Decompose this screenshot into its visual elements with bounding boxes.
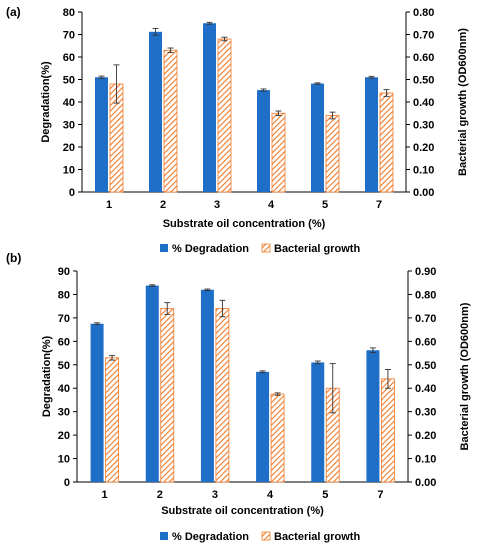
degradation-bar (149, 31, 162, 192)
panel-label: (a) (6, 5, 21, 19)
x-tick-label: 4 (268, 199, 275, 211)
y-tick-label-left: 0 (64, 477, 70, 489)
legend-label-degradation: % Degradation (172, 243, 249, 255)
legend-label-growth: Bacterial growth (274, 243, 360, 255)
y-tick-label-right: 0.50 (413, 75, 434, 87)
y-tick-label-right: 0.80 (415, 289, 436, 301)
y-tick-label-left: 70 (63, 30, 75, 42)
y-tick-label-right: 0.00 (415, 477, 436, 489)
y-tick-label-left: 50 (63, 75, 75, 87)
x-tick-label: 3 (214, 199, 220, 211)
degradation-bar (257, 90, 270, 192)
y-tick-label-left: 70 (58, 313, 70, 325)
y-tick-label-left: 20 (63, 142, 75, 154)
x-tick-label: 2 (160, 199, 166, 211)
degradation-bar (366, 350, 380, 482)
x-tick-label: 7 (376, 199, 382, 211)
y-tick-label-left: 80 (63, 7, 75, 19)
legend-label-degradation: % Degradation (172, 531, 249, 543)
growth-bar (271, 112, 286, 193)
y-tick-label-right: 0.60 (415, 336, 436, 348)
growth-bar (270, 393, 285, 483)
y-tick-label-right: 0.70 (415, 313, 436, 325)
panel-label: (b) (6, 251, 21, 265)
y-tick-label-left: 60 (58, 336, 70, 348)
growth-bar (160, 308, 175, 483)
growth-bar (379, 92, 394, 193)
growth-bar (325, 115, 340, 193)
x-tick-label: 5 (322, 489, 328, 501)
x-tick-label: 2 (157, 489, 163, 501)
y-axis-title-left: Degradation(%) (41, 336, 53, 418)
x-tick-label: 1 (106, 199, 112, 211)
y-tick-label-right: 0.90 (415, 266, 436, 278)
y-tick-label-right: 0.60 (413, 52, 434, 64)
y-tick-label-left: 0 (69, 187, 75, 199)
legend-swatch-growth (261, 531, 271, 541)
y-tick-label-left: 80 (58, 289, 70, 301)
y-tick-label-right: 0.40 (415, 383, 436, 395)
legend-swatch-degradation (160, 532, 168, 540)
y-tick-label-left: 20 (58, 430, 70, 442)
degradation-bar (311, 362, 325, 482)
degradation-bar (203, 23, 216, 192)
growth-bar (163, 49, 178, 193)
y-tick-label-left: 60 (63, 52, 75, 64)
degradation-bar (90, 323, 104, 482)
y-axis-title-right: Bacterial growth (OD600nm) (457, 28, 469, 176)
y-tick-label-left: 30 (63, 120, 75, 132)
y-tick-label-right: 0.40 (413, 97, 434, 109)
x-axis-title: Substrate oil concentration (%) (163, 218, 326, 230)
y-axis-title-right: Bacterial growth (OD600nm) (459, 302, 471, 450)
growth-bar (217, 38, 232, 193)
y-axis-title-left: Degradation(%) (40, 61, 52, 143)
degradation-bar (145, 285, 159, 482)
y-tick-label-right: 0.20 (415, 430, 436, 442)
legend-swatch-degradation (160, 244, 168, 252)
y-tick-label-left: 30 (58, 407, 70, 419)
y-tick-label-right: 0.20 (413, 142, 434, 154)
y-tick-label-right: 0.70 (413, 30, 434, 42)
growth-bar (215, 308, 230, 483)
x-tick-label: 3 (212, 489, 218, 501)
y-tick-label-right: 0.80 (413, 7, 434, 19)
degradation-bar (256, 371, 270, 482)
y-tick-label-left: 10 (63, 165, 75, 177)
y-tick-label-left: 10 (58, 454, 70, 466)
x-tick-label: 7 (377, 489, 383, 501)
y-tick-label-left: 40 (58, 383, 70, 395)
degradation-bar (365, 77, 378, 192)
y-tick-label-right: 0.10 (413, 165, 434, 177)
y-tick-label-right: 0.00 (413, 187, 434, 199)
legend-label-growth: Bacterial growth (274, 531, 360, 543)
x-tick-label: 4 (267, 489, 274, 501)
x-tick-label: 1 (102, 489, 108, 501)
degradation-bar (311, 83, 324, 192)
x-tick-label: 5 (322, 199, 328, 211)
degradation-bar (200, 289, 214, 482)
degradation-bar (95, 77, 108, 192)
y-tick-label-right: 0.30 (415, 407, 436, 419)
growth-bar (105, 357, 119, 483)
x-axis-title: Substrate oil concentration (%) (161, 505, 324, 517)
y-tick-label-left: 40 (63, 97, 75, 109)
y-tick-label-left: 90 (58, 266, 70, 278)
legend-swatch-growth (261, 243, 271, 253)
y-tick-label-right: 0.10 (415, 454, 436, 466)
y-tick-label-right: 0.50 (415, 360, 436, 372)
y-tick-label-left: 50 (58, 360, 70, 372)
y-tick-label-right: 0.30 (413, 120, 434, 132)
growth-bar (381, 378, 395, 483)
